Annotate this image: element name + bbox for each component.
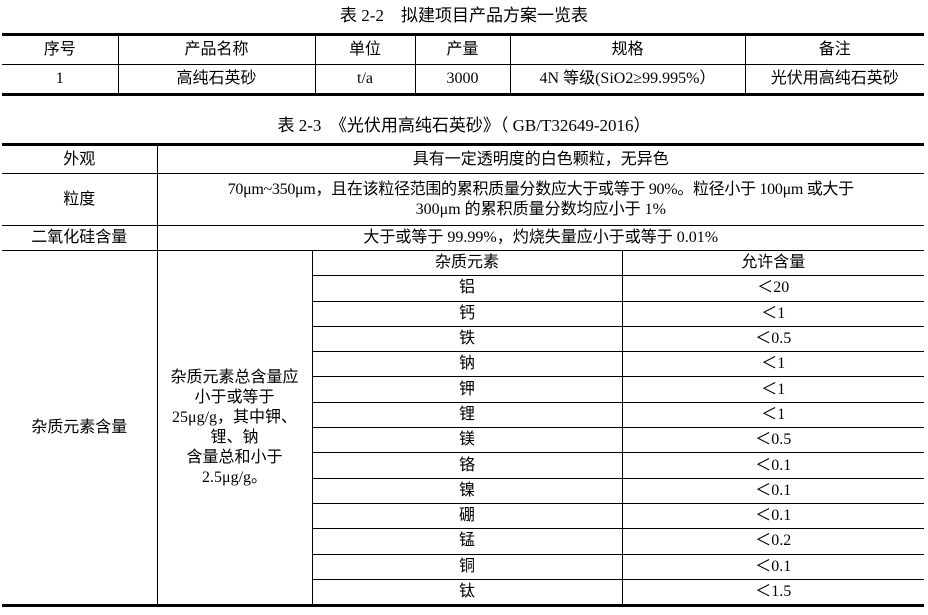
limit-cell: ＜0.5: [621, 427, 925, 454]
table-cell: t/a: [314, 64, 416, 95]
quartz-standard-table: 外观 具有一定透明度的白色颗粒，无异色 粒度 70μm~350μm，且在该粒径范…: [2, 143, 925, 608]
limit-cell: ＜1: [621, 376, 925, 403]
appearance-row: 外观 具有一定透明度的白色颗粒，无异色: [2, 144, 925, 174]
description-line: 2.5μg/g。: [201, 468, 268, 486]
table-cell: 1: [2, 64, 119, 95]
element-cell: 铝: [312, 275, 623, 302]
element-cell: 铁: [312, 325, 623, 353]
impurity-row: 钠＜1: [2, 351, 925, 378]
description-line: 25μg/g，其中钾、: [171, 408, 298, 426]
impurity-row: 铜＜0.1: [2, 553, 925, 580]
limit-cell: ＜1: [621, 300, 925, 327]
impurity-row: 硼＜0.1: [2, 502, 925, 530]
impurity-row: 锂＜1: [2, 401, 925, 429]
header-cell: 杂质元素: [311, 249, 623, 277]
impurity-description: 杂质元素总含量应 小于或等于 25μg/g，其中钾、 锂、钠含量总和小于 2.5μg/g…: [156, 249, 313, 607]
header-cell: 产品名称: [117, 34, 316, 65]
impurity-header-row: 杂质元素含量 杂质元素总含量应 小于或等于 25μg/g，其中钾、 锂、钠含量总和小于…: [2, 249, 925, 607]
granularity-line-2: 300μm 的累积质量分数均应小于 1%: [415, 200, 666, 218]
header-cell: 产量: [414, 34, 511, 65]
impurity-row: 铝＜20: [2, 275, 925, 302]
limit-cell: ＜1.5: [621, 578, 925, 607]
description-line: 含量总和小于: [186, 448, 283, 466]
header-cell: 序号: [2, 34, 119, 65]
element-cell: 钛: [312, 578, 623, 607]
table-cell: 3000: [414, 64, 511, 95]
element-cell: 硼: [312, 502, 623, 530]
header-cell: 允许含量: [621, 249, 925, 277]
limit-cell: ＜0.5: [621, 325, 925, 353]
description-line: 小于或等于: [194, 388, 275, 406]
table-cell: 高纯石英砂: [117, 64, 316, 95]
table-2-3-title: 表 2-3 《光伏用高纯石英砂》（ GB/T32649-2016）: [277, 116, 651, 135]
element-cell: 钠: [312, 351, 623, 378]
impurity-row: 钾＜1: [2, 376, 925, 403]
table-cell: 4N 等级(SiO2≥99.995%）: [509, 64, 746, 95]
header-cell: 备注: [744, 34, 924, 65]
silica-row: 二氧化硅含量 大于或等于 99.99%，灼烧失量应小于或等于 0.01%: [2, 225, 925, 251]
description-line: 杂质元素总含量应: [170, 368, 299, 386]
row-value: 大于或等于 99.99%，灼烧失量应小于或等于 0.01%: [156, 225, 925, 251]
element-cell: 锰: [312, 528, 623, 555]
element-cell: 镍: [312, 477, 623, 504]
header-cell: 规格: [509, 34, 746, 65]
impurity-row: 铬＜0.1: [2, 452, 925, 479]
impurity-label: 杂质元素含量: [2, 249, 158, 607]
limit-cell: ＜0.1: [621, 553, 925, 580]
granularity-line-1: 70μm~350μm，且在该粒径范围的累积质量分数应大于或等于 90%。粒径小于…: [227, 180, 854, 198]
product-plan-table: 序号 产品名称 单位 产量 规格 备注 1 高纯石英砂 t/a 3000 4N …: [2, 33, 924, 96]
row-label: 二氧化硅含量: [2, 225, 158, 251]
element-cell: 铜: [312, 553, 623, 580]
impurity-row: 钛＜1.5: [2, 578, 925, 607]
limit-cell: ＜0.2: [621, 528, 925, 555]
limit-cell: ＜1: [621, 351, 925, 378]
table-row: 1 高纯石英砂 t/a 3000 4N 等级(SiO2≥99.995%） 光伏用…: [2, 64, 924, 95]
table-cell: 光伏用高纯石英砂: [744, 64, 924, 95]
impurity-row: 镁＜0.5: [2, 427, 925, 454]
impurity-row: 锰＜0.2: [2, 528, 925, 555]
limit-cell: ＜20: [621, 275, 925, 302]
element-cell: 钾: [312, 376, 623, 403]
header-cell: 单位: [314, 34, 416, 65]
element-cell: 钙: [312, 300, 623, 327]
description-line: 锂、钠: [210, 428, 259, 446]
limit-cell: ＜0.1: [621, 502, 925, 530]
row-value: 具有一定透明度的白色颗粒，无异色: [156, 144, 925, 174]
element-cell: 镁: [312, 427, 623, 454]
limit-cell: ＜0.1: [621, 452, 925, 479]
element-cell: 铬: [312, 452, 623, 479]
granularity-row: 粒度 70μm~350μm，且在该粒径范围的累积质量分数应大于或等于 90%。粒…: [2, 173, 925, 226]
limit-cell: ＜0.1: [621, 477, 925, 504]
limit-cell: ＜1: [621, 401, 925, 429]
row-label: 外观: [2, 144, 158, 174]
table-header-row: 序号 产品名称 单位 产量 规格 备注: [2, 34, 924, 65]
table-2-2-title: 表 2-2 拟建项目产品方案一览表: [340, 6, 588, 25]
impurity-row: 镍＜0.1: [2, 477, 925, 504]
element-cell: 锂: [312, 401, 623, 429]
row-label: 粒度: [2, 173, 158, 226]
row-value: 70μm~350μm，且在该粒径范围的累积质量分数应大于或等于 90%。粒径小于…: [156, 173, 925, 226]
